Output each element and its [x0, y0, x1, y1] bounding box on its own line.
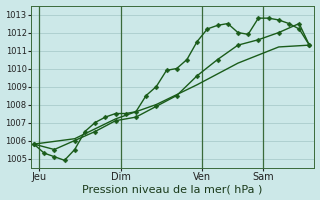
- X-axis label: Pression niveau de la mer( hPa ): Pression niveau de la mer( hPa ): [83, 184, 263, 194]
